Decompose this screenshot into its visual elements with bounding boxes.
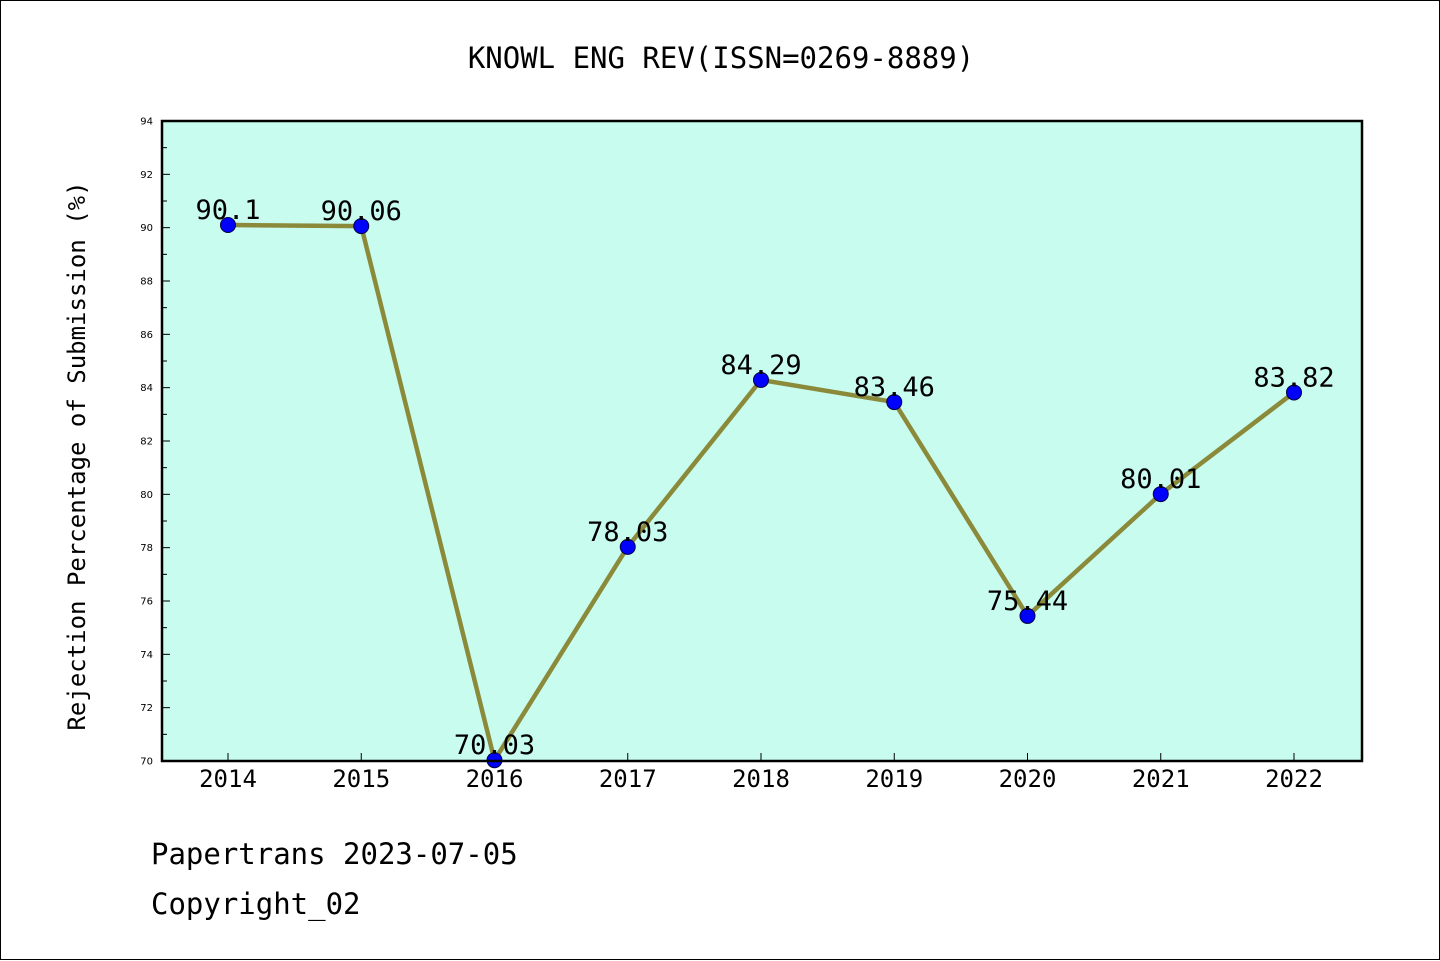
- data-label: 83.82: [1253, 362, 1334, 393]
- y-tick-label: 82: [140, 437, 153, 448]
- x-tick-label: 2015: [332, 765, 390, 793]
- series-layer: 90.1 90.06 70.03 78.03 84.29 83.46 75.44 80.01 8…: [195, 195, 1335, 769]
- data-label: 70.03: [454, 730, 535, 761]
- data-label: 80.01: [1120, 464, 1201, 495]
- data-label: 90.06: [321, 196, 402, 227]
- y-tick-label: 80: [140, 490, 153, 501]
- data-label: 83.46: [854, 372, 935, 403]
- y-tick-label: 70: [140, 757, 153, 768]
- y-tick-label: 86: [140, 330, 153, 341]
- footer-date-line: Papertrans 2023-07-05: [151, 837, 518, 871]
- y-tick-label: 84: [140, 383, 153, 394]
- x-tick-label: 2019: [865, 765, 923, 793]
- data-label: 84.29: [720, 350, 801, 381]
- data-point: [1152, 486, 1169, 503]
- x-tick-label: 2018: [732, 765, 790, 793]
- data-label: 75.44: [987, 586, 1068, 617]
- data-point: [886, 394, 903, 411]
- y-axis-label: Rejection Percentage of Submission (%): [63, 181, 91, 730]
- data-point: [619, 538, 636, 555]
- data-point: [220, 217, 236, 233]
- data-label: 90.1: [195, 195, 260, 226]
- data-label: 78.03: [587, 517, 668, 548]
- y-tick-label: 76: [140, 597, 153, 608]
- x-tick-label: 2022: [1265, 765, 1323, 793]
- data-point: [353, 218, 370, 235]
- chart-title: KNOWL ENG REV(ISSN=0269-8889): [468, 41, 974, 75]
- y-tick-label: 78: [140, 543, 153, 554]
- y-tick-label: 90: [140, 223, 153, 234]
- plot-border: [160, 119, 1364, 763]
- x-tick-label: 2020: [999, 765, 1057, 793]
- y-tick-label: 74: [140, 650, 153, 661]
- y-axis: 70 72 74 76 78 80 82 84 86 88 90 92 94: [140, 117, 170, 768]
- x-tick-label: 2021: [1132, 765, 1190, 793]
- x-axis: 2014 2015 2016 2017 2018 2019 2020 2021 2022: [199, 753, 1323, 793]
- data-point: [753, 371, 769, 388]
- y-tick-label: 88: [140, 277, 153, 288]
- y-tick-label: 92: [140, 170, 153, 181]
- y-tick-label: 72: [140, 703, 153, 714]
- x-tick-label: 2017: [599, 765, 657, 793]
- data-point: [1286, 384, 1302, 401]
- footer-copyright-line: Copyright_02: [151, 887, 361, 921]
- y-tick-label: 94: [140, 117, 153, 128]
- x-tick-label: 2016: [466, 765, 524, 793]
- x-tick-label: 2014: [199, 765, 257, 793]
- data-point: [1019, 607, 1036, 624]
